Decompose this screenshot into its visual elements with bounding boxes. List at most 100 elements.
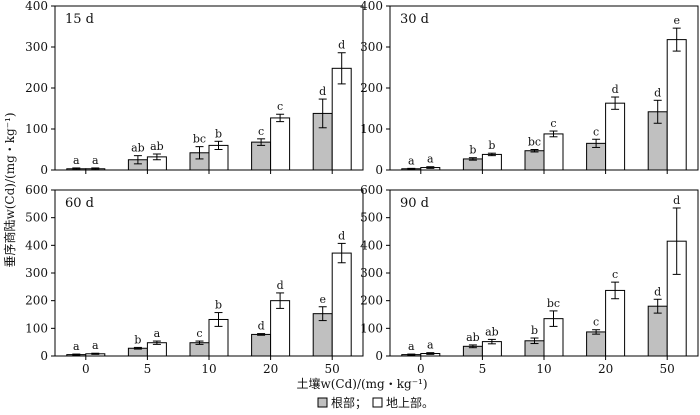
panel-label: 90 d: [400, 196, 429, 211]
significance-letter: ab: [131, 142, 145, 155]
significance-letter: a: [154, 327, 161, 340]
legend-swatch-root: [317, 397, 328, 408]
significance-letter: d: [319, 85, 326, 98]
y-tick-label: 600: [360, 183, 383, 197]
bar-shoot: [331, 252, 352, 357]
significance-letter: d: [654, 285, 661, 298]
y-axis-title: 垂序商陆w(Cd)/(mg・kg⁻¹): [2, 112, 17, 267]
x-tick-label: 10: [536, 362, 551, 376]
y-tick-label: 200: [25, 294, 48, 308]
significance-letter: a: [73, 340, 80, 353]
bar-shoot: [270, 300, 291, 357]
y-tick-label: 500: [25, 211, 48, 225]
significance-letter: e: [319, 293, 326, 306]
x-tick-label: 50: [660, 362, 675, 376]
significance-letter: ab: [150, 140, 164, 153]
significance-letter: b: [215, 299, 222, 312]
bar-shoot: [481, 153, 502, 171]
significance-letter: e: [673, 14, 680, 27]
y-tick-label: 600: [25, 183, 48, 197]
bar-shoot: [605, 289, 626, 357]
y-tick-label: 400: [25, 238, 48, 252]
y-tick-label: 100: [25, 321, 48, 335]
x-tick-label: 10: [201, 362, 216, 376]
bar-root: [647, 305, 668, 357]
x-tick-label: 20: [598, 362, 613, 376]
significance-letter: a: [73, 154, 80, 167]
y-tick-label: 300: [360, 40, 383, 54]
y-tick-label: 0: [375, 163, 383, 177]
significance-letter: d: [612, 83, 619, 96]
y-tick-label: 400: [25, 0, 48, 13]
x-tick-label: 5: [144, 362, 152, 376]
bar-shoot: [270, 117, 291, 171]
y-tick-label: 200: [360, 81, 383, 95]
y-tick-label: 100: [360, 122, 383, 136]
significance-letter: d: [277, 279, 284, 292]
significance-letter: d: [338, 39, 345, 52]
significance-letter: d: [673, 194, 680, 207]
y-tick-label: 200: [360, 294, 383, 308]
significance-letter: ab: [485, 325, 499, 338]
bar-shoot: [543, 133, 564, 171]
y-tick-label: 500: [360, 211, 383, 225]
significance-letter: d: [258, 320, 265, 333]
panel-label: 60 d: [65, 196, 94, 211]
y-tick-label: 200: [25, 81, 48, 95]
significance-letter: bc: [547, 297, 560, 310]
significance-letter: c: [550, 117, 556, 130]
significance-letter: a: [92, 154, 99, 167]
significance-letter: c: [196, 327, 202, 340]
significance-letter: c: [593, 125, 599, 138]
significance-letter: bc: [193, 133, 206, 146]
significance-letter: b: [215, 127, 222, 140]
bar-root: [251, 141, 272, 171]
significance-letter: a: [408, 340, 415, 353]
significance-letter: a: [92, 339, 99, 352]
significance-letter: b: [488, 139, 495, 152]
x-tick-label: 5: [479, 362, 487, 376]
bar-root: [586, 331, 607, 357]
bar-root: [251, 333, 272, 357]
y-tick-label: 100: [25, 122, 48, 136]
significance-letter: c: [277, 100, 283, 113]
panel-label: 30 d: [400, 12, 429, 27]
significance-letter: b: [469, 144, 476, 157]
significance-letter: b: [134, 333, 141, 346]
y-tick-label: 400: [360, 0, 383, 13]
significance-letter: bc: [528, 136, 541, 149]
legend-swatch-shoot: [372, 397, 383, 408]
significance-letter: a: [427, 339, 434, 352]
significance-letter: ab: [466, 331, 480, 344]
x-tick-label: 50: [325, 362, 340, 376]
bar-root: [524, 150, 545, 171]
x-tick-label: 20: [263, 362, 278, 376]
significance-letter: d: [338, 229, 345, 242]
significance-letter: a: [427, 153, 434, 166]
y-tick-label: 300: [25, 266, 48, 280]
legend-label-root: 根部；: [331, 395, 367, 410]
legend-label-shoot: 地上部。: [386, 395, 434, 410]
significance-letter: c: [258, 125, 264, 138]
x-axis-title: 土壤w(Cd)/(mg・kg⁻¹): [296, 376, 427, 391]
significance-letter: d: [654, 86, 661, 99]
y-tick-label: 0: [40, 349, 48, 363]
bar-shoot: [605, 102, 626, 171]
x-tick-label: 0: [82, 362, 90, 376]
significance-letter: b: [531, 324, 538, 337]
significance-letter: c: [593, 316, 599, 329]
y-tick-label: 300: [360, 266, 383, 280]
significance-letter: c: [612, 268, 618, 281]
y-tick-label: 400: [360, 238, 383, 252]
y-tick-label: 0: [375, 349, 383, 363]
legend: 根部； 地上部。: [317, 395, 434, 410]
y-tick-label: 300: [25, 40, 48, 54]
x-tick-label: 0: [417, 362, 425, 376]
y-tick-label: 0: [40, 163, 48, 177]
